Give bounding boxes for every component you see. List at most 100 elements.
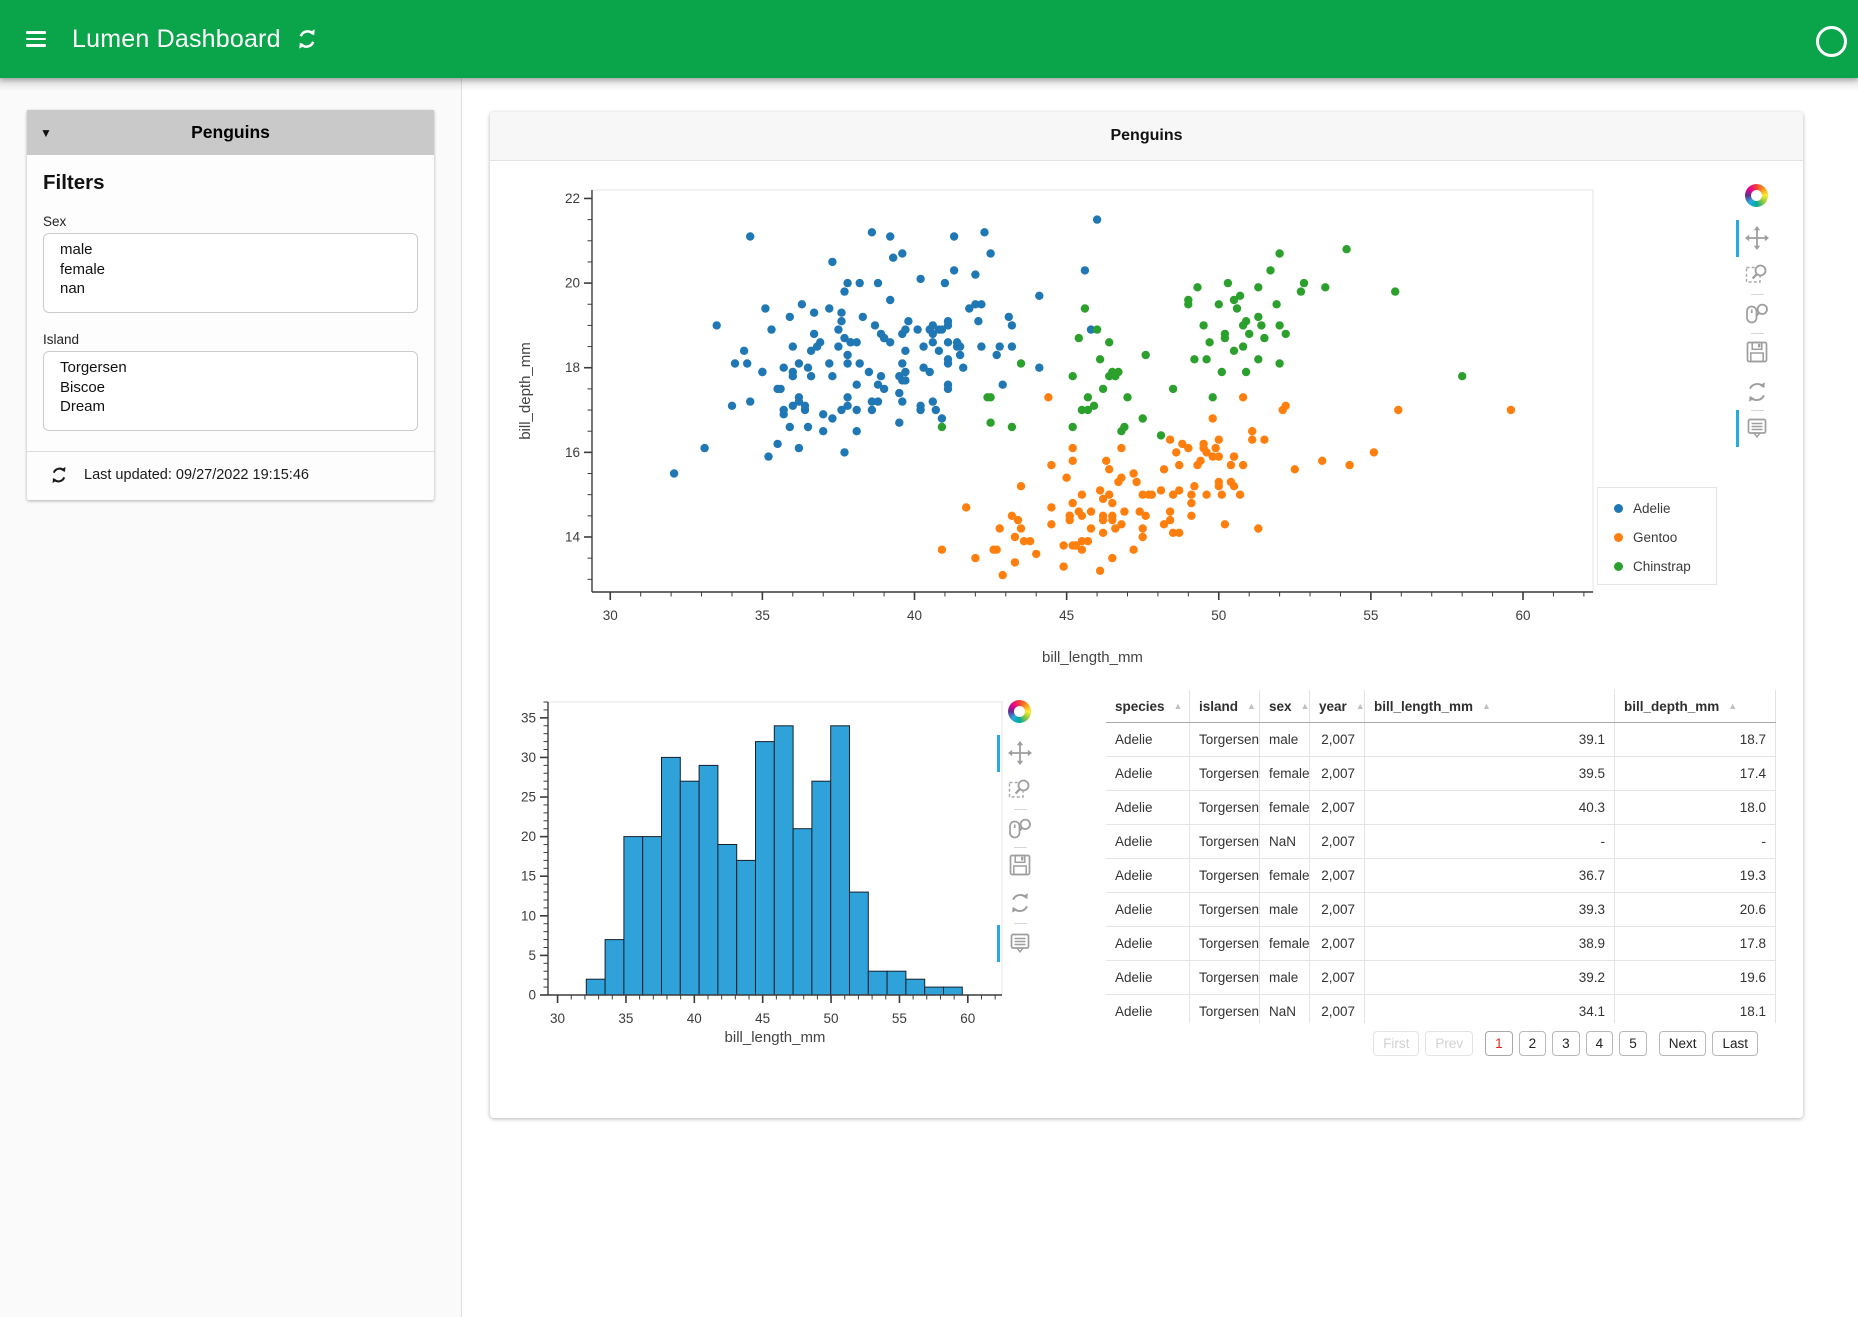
main-card: Penguins 30 35 40 45 50 55 60 14 16 18 20 22 bill_le… [490,112,1803,1118]
svg-text:30: 30 [550,1011,565,1026]
column-header-bill_length_mm[interactable]: bill_length_mm ▲ [1365,690,1615,722]
cell-island: Torgersen [1190,995,1260,1023]
penguins-filter-card: ▼ Penguins Filters Sex male female nan Islan… [27,110,434,500]
cell-island: Torgersen [1190,961,1260,994]
bokeh-logo-icon[interactable] [1744,183,1770,209]
box-zoom-icon[interactable] [1744,261,1770,287]
refresh-icon[interactable] [49,465,69,485]
sort-icon[interactable]: ▲ [1482,701,1491,711]
sort-icon[interactable]: ▲ [1300,701,1310,711]
option-torgersen[interactable]: Torgersen [60,359,127,376]
page-button-5[interactable]: 5 [1619,1031,1647,1056]
active-tool-indicator [997,734,1000,772]
option-biscoe[interactable]: Biscoe [60,378,106,396]
hover-icon[interactable] [1007,930,1033,956]
page-button-next[interactable]: Next [1658,1031,1707,1056]
toolbar-separator [1014,808,1027,810]
svg-text:16: 16 [565,445,580,460]
cell-year: 2,007 [1310,961,1365,994]
sex-filter-select[interactable]: male female nan [43,233,418,313]
wheel-zoom-icon[interactable] [1007,815,1033,841]
cell-bill_length_mm: 39.3 [1365,893,1615,926]
svg-text:15: 15 [521,869,536,884]
cell-species: Adelie [1106,859,1190,892]
column-label: bill_depth_mm [1624,698,1720,714]
svg-text:35: 35 [521,710,536,725]
column-header-sex[interactable]: sex ▲ [1260,690,1310,722]
table-row[interactable]: Adelie Torgersen male 2,007 39.3 20.6 [1106,893,1776,927]
page-button-1[interactable]: 1 [1485,1031,1513,1056]
cell-sex: female [1260,757,1310,790]
table-row[interactable]: Adelie Torgersen NaN 2,007 34.1 18.1 [1106,995,1776,1023]
menu-icon[interactable] [26,31,46,47]
busy-indicator-icon [1816,26,1847,57]
legend-label: Gentoo [1633,530,1678,545]
cell-year: 2,007 [1310,893,1365,926]
cell-species: Adelie [1106,995,1190,1023]
column-label: bill_length_mm [1374,698,1474,714]
sort-icon[interactable]: ▲ [1173,701,1183,711]
sort-icon[interactable]: ▲ [1355,701,1365,711]
legend-label: Adelie [1633,501,1671,516]
pan-icon[interactable] [1744,225,1770,251]
cell-species: Adelie [1106,723,1190,756]
table-row[interactable]: Adelie Torgersen female 2,007 38.9 17.8 [1106,927,1776,961]
option-male[interactable]: male [60,241,93,258]
save-icon[interactable] [1744,339,1770,365]
bokeh-logo-icon[interactable] [1007,699,1033,725]
refresh-icon[interactable] [295,27,319,51]
wheel-zoom-icon[interactable] [1744,300,1770,326]
cell-bill_depth_mm: - [1615,825,1776,858]
last-updated-row: Last updated: 09/27/2022 19:15:46 [43,452,418,500]
column-header-year[interactable]: year ▲ [1310,690,1365,722]
table-row[interactable]: Adelie Torgersen male 2,007 39.2 19.6 [1106,961,1776,995]
table-row[interactable]: Adelie Torgersen female 2,007 39.5 17.4 [1106,757,1776,791]
box-zoom-icon[interactable] [1007,776,1033,802]
collapse-icon[interactable]: ▼ [40,125,52,140]
table-row[interactable]: Adelie Torgersen male 2,007 39.1 18.7 [1106,723,1776,757]
legend-dot [1614,533,1623,542]
save-icon[interactable] [1007,852,1033,878]
cell-sex: NaN [1260,995,1310,1023]
svg-text:30: 30 [521,750,536,765]
option-female[interactable]: female [60,260,106,278]
svg-text:25: 25 [521,790,536,805]
hover-icon[interactable] [1744,415,1770,441]
svg-text:14: 14 [565,529,581,544]
toolbar-separator [1014,923,1027,924]
cell-island: Torgersen [1190,893,1260,926]
table-row[interactable]: Adelie Torgersen female 2,007 36.7 19.3 [1106,859,1776,893]
option-dream[interactable]: Dream [60,398,106,415]
cell-sex: NaN [1260,825,1310,858]
toolbar-separator [1751,293,1764,295]
page-button-2[interactable]: 2 [1518,1031,1547,1056]
island-filter-select[interactable]: Torgersen Biscoe Dream [43,351,418,431]
svg-text:60: 60 [1516,608,1531,623]
column-header-bill_depth_mm[interactable]: bill_depth_mm ▲ [1615,690,1776,722]
svg-text:18: 18 [565,360,580,375]
legend-dot [1614,562,1623,571]
cell-year: 2,007 [1310,825,1365,858]
page-button-3[interactable]: 3 [1552,1031,1580,1056]
reset-icon[interactable] [1007,890,1033,916]
sort-icon[interactable]: ▲ [1728,701,1738,711]
page-button-last[interactable]: Last [1712,1031,1758,1056]
pan-icon[interactable] [1007,740,1033,766]
option-nan[interactable]: nan [60,280,86,297]
reset-icon[interactable] [1744,379,1770,405]
filter-card-header[interactable]: ▼ Penguins [27,110,434,155]
table-row[interactable]: Adelie Torgersen female 2,007 40.3 18.0 [1106,791,1776,825]
sort-icon[interactable]: ▲ [1247,701,1256,711]
svg-text:50: 50 [1211,608,1226,623]
page-button-4[interactable]: 4 [1585,1031,1614,1056]
table-row[interactable]: Adelie Torgersen NaN 2,007- - [1106,825,1776,859]
svg-text:50: 50 [824,1011,839,1026]
cell-bill_length_mm: 38.9 [1365,927,1615,960]
column-header-island[interactable]: island ▲ [1190,690,1260,722]
main-card-title: Penguins [1110,127,1183,144]
cell-sex: male [1260,893,1310,926]
column-label: year [1319,698,1347,714]
scatter-plot[interactable]: 30 35 40 45 50 55 60 14 16 18 20 22 bill_length_mm bi… [490,160,1803,690]
column-header-species[interactable]: species ▲ [1106,690,1190,722]
histogram-plot[interactable]: 30 35 40 45 50 55 60 0 5 10 15 20 25 30 35 bill_length_… [490,690,1050,1110]
